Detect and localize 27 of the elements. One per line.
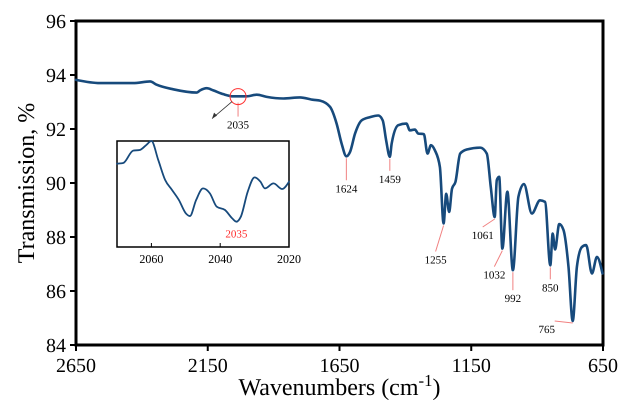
annotation: 2035 [227, 120, 250, 132]
x-tick-label: 2650 [56, 355, 96, 377]
x-tick-label: 2040 [208, 252, 232, 266]
annotation: 1624 [335, 183, 358, 196]
annotation: 1255 [424, 254, 448, 266]
x-tick-label: 1150 [452, 355, 491, 377]
line-series [74, 78, 604, 322]
x-tick-label: 2020 [277, 252, 301, 266]
y-tick-label: 90 [46, 173, 66, 195]
annotation: 1459 [378, 174, 402, 186]
y-tick-label: 84 [46, 335, 66, 357]
x-tick-label: 1650 [320, 355, 360, 377]
annotation: 765 [538, 324, 556, 336]
x-tick-label: 650 [588, 355, 618, 377]
annotation: 2035 [225, 228, 248, 241]
y-tick-label: 92 [46, 119, 66, 141]
y-tick-label: 88 [46, 227, 66, 249]
x-tick-label: 2150 [188, 355, 228, 377]
y-axis-title: Transmission, % [14, 102, 40, 264]
y-tick-label: 94 [46, 65, 66, 87]
x-tick-label: 2060 [139, 252, 164, 266]
y-tick-label: 86 [46, 281, 66, 303]
annotation: 1032 [483, 270, 506, 282]
annotation: 1061 [472, 230, 494, 242]
annotation: 992 [504, 293, 522, 306]
y-tick-label: 96 [46, 11, 66, 33]
annotation: 850 [542, 282, 560, 294]
